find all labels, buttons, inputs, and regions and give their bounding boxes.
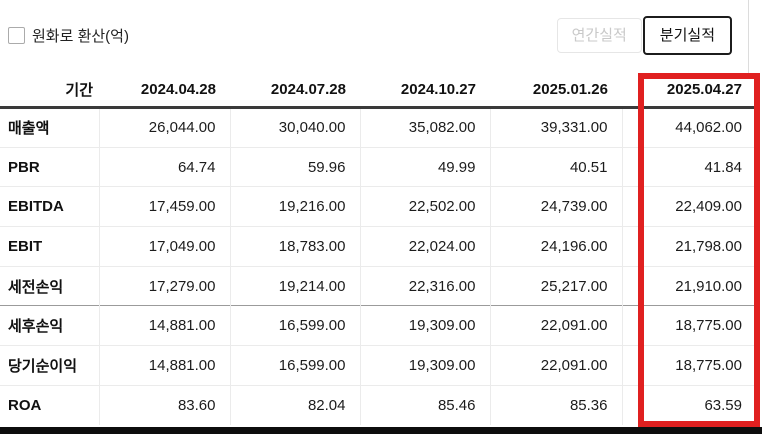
cell-value: 85.36 [489, 384, 622, 425]
cell-value: 63.59 [621, 384, 756, 425]
cell-value: 40.51 [489, 146, 622, 187]
row-label: EBIT [0, 226, 99, 267]
row-label: ROA [0, 384, 99, 425]
cell-value: 21,910.00 [621, 265, 756, 306]
table-row: 세전손익 17,279.00 19,214.00 22,316.00 25,217.00… [0, 265, 756, 306]
column-header: 2024.04.28 [99, 72, 230, 109]
cell-value: 19,216.00 [229, 186, 360, 227]
cell-value: 30,040.00 [229, 107, 360, 148]
row-label: 매출액 [8, 120, 50, 138]
results-toggle-group: 연간실적 분기실적 [556, 16, 732, 55]
row-label: 세후손익 [0, 305, 99, 346]
cell-value: 17,459.00 [98, 186, 230, 227]
row-label: 세전손익 [0, 265, 99, 306]
cell-value: 18,783.00 [229, 226, 360, 267]
period-header: 기간 [0, 72, 99, 109]
cell-value: 83.60 [98, 384, 230, 425]
cell-value: 19,214.00 [229, 265, 360, 306]
krw-conversion-checkbox[interactable] [8, 27, 25, 44]
cell-value: 22,409.00 [621, 186, 756, 227]
financials-table: 기간 2024.04.28 2024.07.28 2024.10.27 2025.01.… [0, 72, 756, 425]
annual-results-button[interactable]: 연간실적 [556, 18, 642, 53]
cell-value: 22,502.00 [359, 186, 490, 227]
financials-table-body: 매출액 26,044.00 30,040.00 35,082.00 39,331.00 4… [0, 107, 756, 425]
krw-conversion-option: 원화로 환산(억) [8, 25, 129, 46]
table-row: 세후손익 14,881.00 16,599.00 19,309.00 22,091.00… [0, 305, 756, 346]
cell-value: 19,309.00 [359, 345, 490, 386]
cell-value: 17,049.00 [98, 226, 230, 267]
row-label: PBR [0, 146, 99, 187]
cell-value: 16,599.00 [229, 305, 360, 346]
cell-value: 22,091.00 [489, 305, 622, 346]
cell-value: 22,316.00 [359, 265, 490, 306]
cell-value: 14,881.00 [98, 305, 230, 346]
column-header: 2024.07.28 [230, 72, 360, 109]
financials-table-header: 기간 2024.04.28 2024.07.28 2024.10.27 2025.01.… [0, 72, 756, 109]
row-label: EBITDA [0, 186, 99, 227]
row-label: 당기순이익 [0, 345, 99, 386]
cell-value: 22,091.00 [489, 345, 622, 386]
cell-value: 24,739.00 [489, 186, 622, 227]
cell-value: 35,082.00 [359, 107, 490, 148]
cell-value: 26,044.00 [98, 107, 230, 148]
table-row: 매출액 26,044.00 30,040.00 35,082.00 39,331.00 4… [0, 107, 756, 148]
quarterly-results-button[interactable]: 분기실적 [642, 16, 732, 55]
table-bottom-border [0, 427, 762, 434]
table-row: 당기순이익 14,881.00 16,599.00 19,309.00 22,091.0… [0, 345, 756, 386]
column-header: 2024.10.27 [360, 72, 490, 109]
table-row: EBITDA 17,459.00 19,216.00 22,502.00 24,739.… [0, 186, 756, 227]
cell-value: 49.99 [359, 146, 490, 187]
cell-value: 41.84 [621, 146, 756, 187]
cell-value: 82.04 [229, 384, 360, 425]
panel-right-border [748, 0, 749, 73]
cell-value: 25,217.00 [489, 265, 622, 306]
column-header: 2025.01.26 [490, 72, 622, 109]
table-row: ROA 83.60 82.04 85.46 85.36 63.59 [0, 384, 756, 425]
cell-value: 44,062.00 [621, 107, 756, 148]
column-header: 2025.04.27 [622, 72, 756, 109]
cell-value: 16,599.00 [229, 345, 360, 386]
cell-value: 59.96 [229, 146, 360, 187]
cell-value: 14,881.00 [98, 345, 230, 386]
cell-value: 85.46 [359, 384, 490, 425]
krw-conversion-label: 원화로 환산(억) [32, 28, 129, 45]
table-row: EBIT 17,049.00 18,783.00 22,024.00 24,196.00… [0, 226, 756, 267]
table-row: PBR 64.74 59.96 49.99 40.51 41.84 [0, 146, 756, 187]
cell-value: 24,196.00 [489, 226, 622, 267]
cell-value: 18,775.00 [621, 305, 756, 346]
cell-value: 21,798.00 [621, 226, 756, 267]
cell-value: 19,309.00 [359, 305, 490, 346]
cell-value: 39,331.00 [489, 107, 622, 148]
cell-value: 17,279.00 [98, 265, 230, 306]
cell-value: 22,024.00 [359, 226, 490, 267]
cell-value: 64.74 [98, 146, 230, 187]
cell-value: 18,775.00 [621, 345, 756, 386]
